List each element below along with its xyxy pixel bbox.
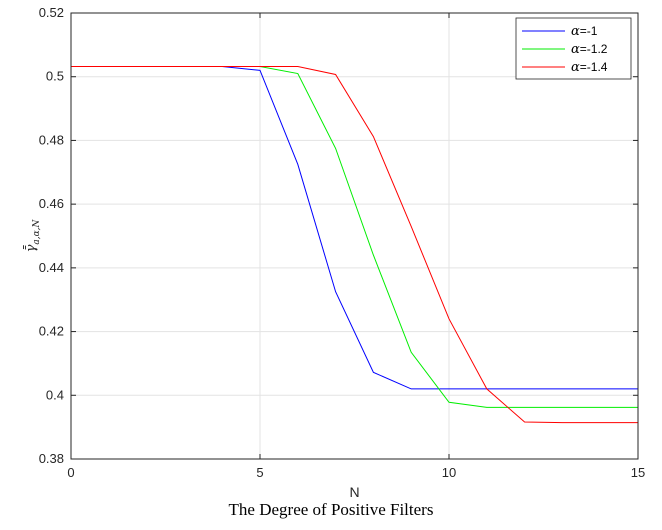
y-tick-label: 0.46: [39, 196, 64, 211]
legend-value: =-1: [580, 24, 598, 38]
x-axis-label: N: [349, 484, 359, 500]
y-tick-label: 0.38: [39, 451, 64, 466]
series-line-3: [71, 66, 638, 424]
legend-entry-3: α=-1.4: [571, 60, 608, 75]
y-tick-label: 0.52: [39, 5, 64, 20]
legend-alpha-symbol: α: [571, 42, 580, 57]
legend: α=-1α=-1.2α=-1.4: [515, 17, 632, 80]
series-lines: [71, 66, 638, 424]
y-tick-label: 0.44: [39, 260, 64, 275]
svg-text:γ̄̄a,α,N: γ̄̄a,α,N: [23, 218, 42, 252]
y-axis-label-symbol: γ̄̄: [23, 244, 39, 252]
x-tick-label: 15: [631, 465, 645, 480]
legend-value: =-1.4: [580, 60, 608, 74]
line-chart: 0 5 10 15 0.38 0.4 0.42 0.44 0.46 0.48 0.5 0.52 N γ…: [23, 5, 646, 500]
plot-area: [71, 13, 638, 459]
axis-ticks: 0 5 10 15 0.38 0.4 0.42 0.44 0.46 0.48 0.5 0.52: [39, 5, 646, 480]
y-tick-label: 0.42: [39, 324, 64, 339]
legend-alpha-symbol: α: [571, 60, 580, 75]
y-tick-label: 0.4: [46, 387, 64, 402]
y-tick-label: 0.48: [39, 132, 64, 147]
legend-entry-1: α=-1: [571, 24, 598, 39]
y-axis-label: γ̄̄a,α,N: [23, 218, 42, 252]
y-axis-label-subscript: a,α,N: [32, 218, 42, 244]
x-tick-label: 0: [67, 465, 74, 480]
x-tick-label: 10: [442, 465, 456, 480]
x-tick-label: 5: [256, 465, 263, 480]
legend-alpha-symbol: α: [571, 24, 580, 39]
legend-value: =-1.2: [580, 42, 608, 56]
figure-caption: The Degree of Positive Filters: [228, 500, 434, 519]
plot-frame: [70, 12, 639, 460]
y-tick-label: 0.5: [46, 69, 64, 84]
legend-entry-2: α=-1.2: [571, 42, 608, 57]
